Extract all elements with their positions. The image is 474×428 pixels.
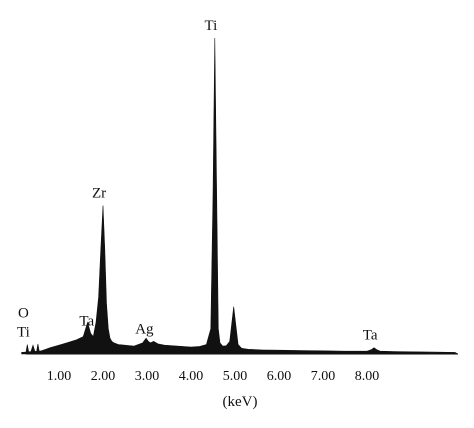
peak-label: Ti xyxy=(204,18,217,34)
x-tick-label: 3.00 xyxy=(135,369,160,384)
spectrum-series-line xyxy=(21,37,459,355)
x-tick-label: 4.00 xyxy=(179,369,204,384)
x-tick-label: 2.00 xyxy=(91,369,116,384)
peak-label: Ta xyxy=(79,314,94,330)
x-axis-ticks: 1.00 2.00 3.00 4.00 5.00 6.00 7.00 8.00 xyxy=(47,369,380,384)
x-tick-label: 8.00 xyxy=(355,369,380,384)
x-tick-label: 1.00 xyxy=(47,369,72,384)
x-axis-label: (keV) xyxy=(223,394,258,410)
peak-label: Ti xyxy=(17,325,30,341)
peak-label: Ta xyxy=(363,328,378,344)
peak-labels: O Ti Ta Zr Ag Ti Ta xyxy=(17,18,378,344)
peak-label: Ag xyxy=(135,321,154,337)
peak-label: Zr xyxy=(92,186,106,202)
x-tick-label: 5.00 xyxy=(223,369,248,384)
x-tick-label: 7.00 xyxy=(311,369,336,384)
peak-label: O xyxy=(18,306,29,322)
x-tick-label: 6.00 xyxy=(267,369,292,384)
